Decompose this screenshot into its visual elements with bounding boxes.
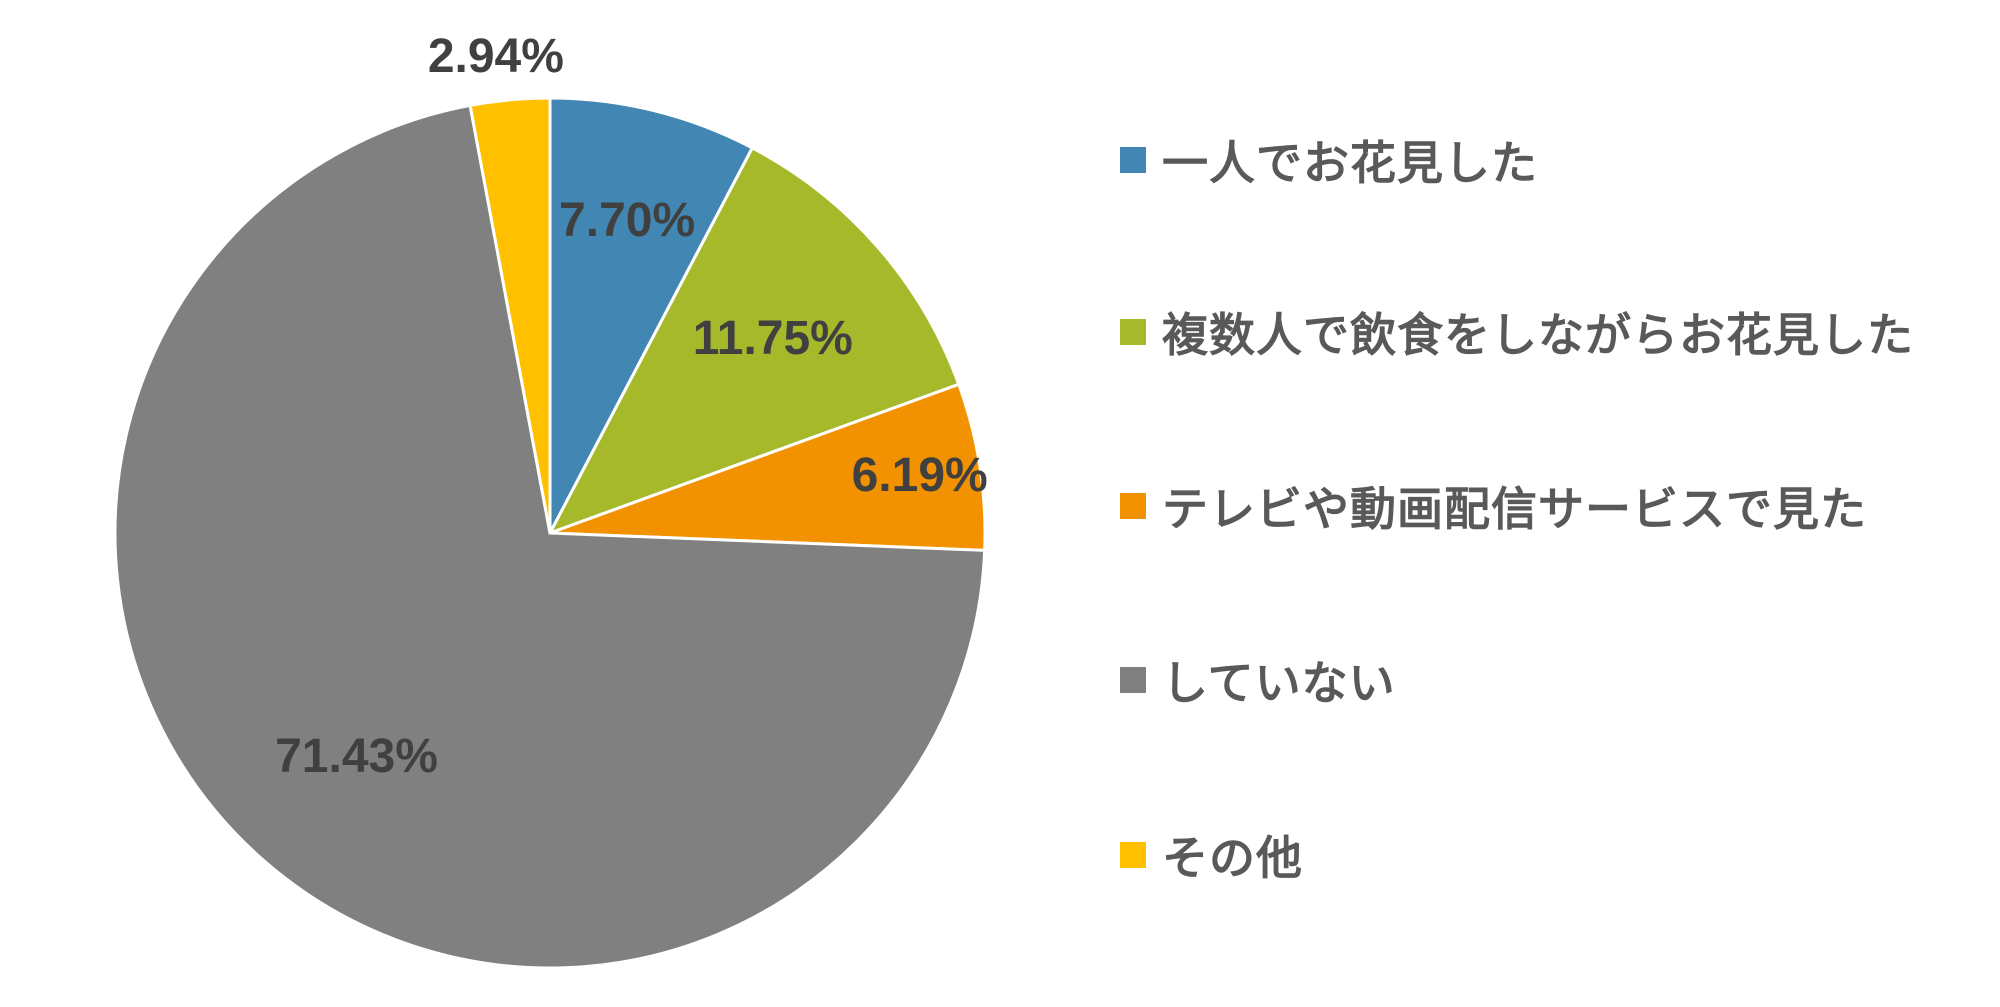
slice-solo bbox=[548, 96, 755, 534]
legend-item-none: していない bbox=[1120, 650, 1396, 710]
slice-tv bbox=[549, 382, 987, 552]
legend-item-other: その他 bbox=[1120, 825, 1303, 885]
legend-swatch-group bbox=[1120, 319, 1146, 345]
label-tv: 6.19% bbox=[852, 449, 988, 502]
label-none: 71.43% bbox=[275, 730, 438, 783]
legend-item-tv: テレビや動画配信サービスで見た bbox=[1120, 476, 1867, 536]
label-group: 11.75% bbox=[693, 312, 853, 365]
legend-label-none: していない bbox=[1162, 656, 1396, 710]
slice-other bbox=[468, 96, 552, 534]
legend-swatch-none bbox=[1120, 667, 1146, 693]
slice-group bbox=[546, 145, 961, 536]
legend-label-tv: テレビや動画配信サービスで見た bbox=[1162, 482, 1867, 536]
label-other: 2.94% bbox=[428, 30, 564, 83]
legend-item-solo: 一人でお花見した bbox=[1120, 130, 1538, 190]
pie-plot-area: 7.70% 11.75% 6.19% 71.43% 2.94% bbox=[113, 30, 988, 970]
slice-none bbox=[113, 103, 987, 970]
legend-swatch-solo bbox=[1120, 147, 1146, 173]
legend-label-solo: 一人でお花見した bbox=[1162, 136, 1538, 190]
legend-swatch-tv bbox=[1120, 493, 1146, 519]
legend-label-group: 複数人で飲食をしながらお花見した bbox=[1162, 308, 1914, 362]
legend-swatch-other bbox=[1120, 842, 1146, 868]
legend: 一人でお花見した 複数人で飲食をしながらお花見した テレビや動画配信サービスで見… bbox=[1120, 0, 1980, 1007]
legend-label-other: その他 bbox=[1162, 831, 1303, 885]
legend-item-group: 複数人で飲食をしながらお花見した bbox=[1120, 302, 1914, 362]
label-solo: 7.70% bbox=[559, 194, 695, 247]
